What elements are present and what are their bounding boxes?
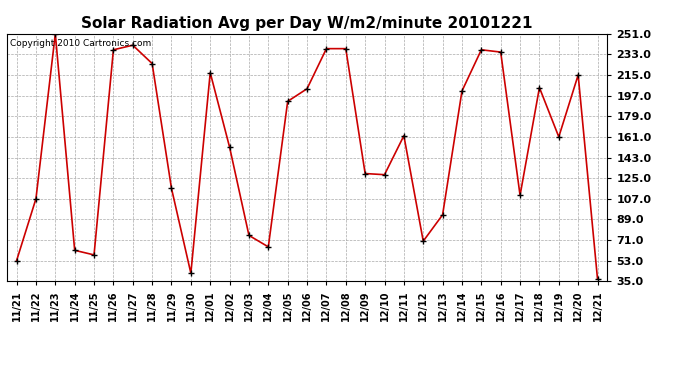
Title: Solar Radiation Avg per Day W/m2/minute 20101221: Solar Radiation Avg per Day W/m2/minute … [81, 16, 533, 31]
Text: Copyright 2010 Cartronics.com: Copyright 2010 Cartronics.com [10, 39, 151, 48]
